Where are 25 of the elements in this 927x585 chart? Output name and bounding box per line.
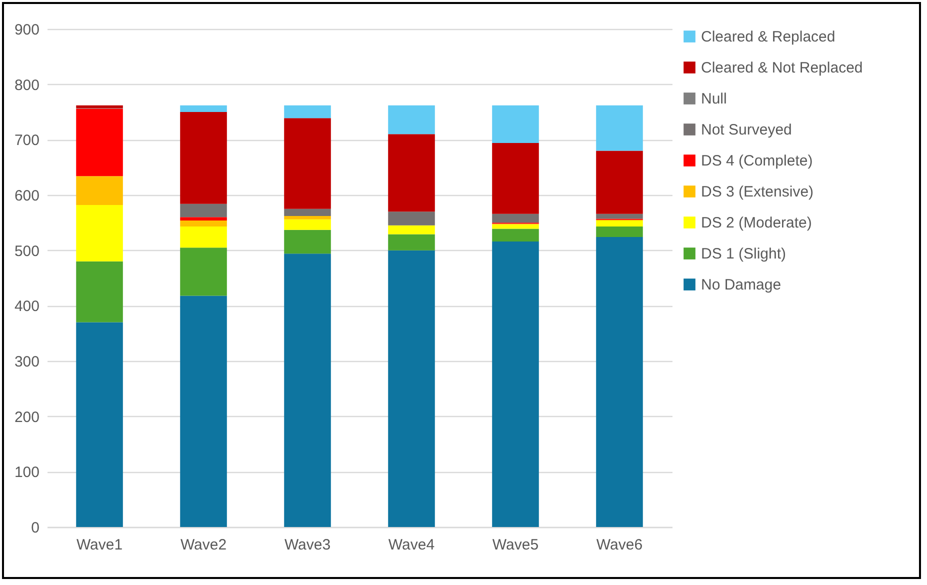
- x-tick-label: Wave5: [492, 536, 539, 554]
- x-tick-label: Wave2: [180, 536, 227, 554]
- y-tick-label: 100: [14, 464, 40, 482]
- x-tick-label: Wave1: [76, 536, 123, 554]
- legend-label: No Damage: [701, 276, 782, 294]
- legend-label: DS 2 (Moderate): [701, 214, 812, 232]
- y-tick-label: 400: [14, 298, 40, 316]
- legend-label: Cleared & Not Replaced: [701, 60, 863, 76]
- x-tick-label: Wave4: [388, 536, 435, 554]
- y-tick-label: 900: [14, 22, 40, 38]
- legend-label: Null: [701, 90, 727, 108]
- legend-label: Cleared & Replaced: [701, 28, 836, 46]
- x-tick-label: Wave3: [284, 536, 331, 554]
- x-tick-label: Wave6: [596, 536, 643, 554]
- y-tick-label: 700: [14, 132, 40, 150]
- y-tick-label: 800: [14, 76, 40, 94]
- y-tick-label: 300: [14, 354, 40, 370]
- legend-label: DS 3 (Extensive): [701, 184, 814, 200]
- y-tick-label: 500: [14, 242, 40, 260]
- y-tick-label: 200: [14, 408, 40, 426]
- legend-label: DS 1 (Slight): [701, 246, 786, 262]
- legend-label: DS 4 (Complete): [701, 152, 813, 170]
- y-tick-label: 0: [31, 520, 40, 536]
- y-tick-label: 600: [14, 188, 40, 204]
- legend-label: Not Surveyed: [701, 122, 792, 138]
